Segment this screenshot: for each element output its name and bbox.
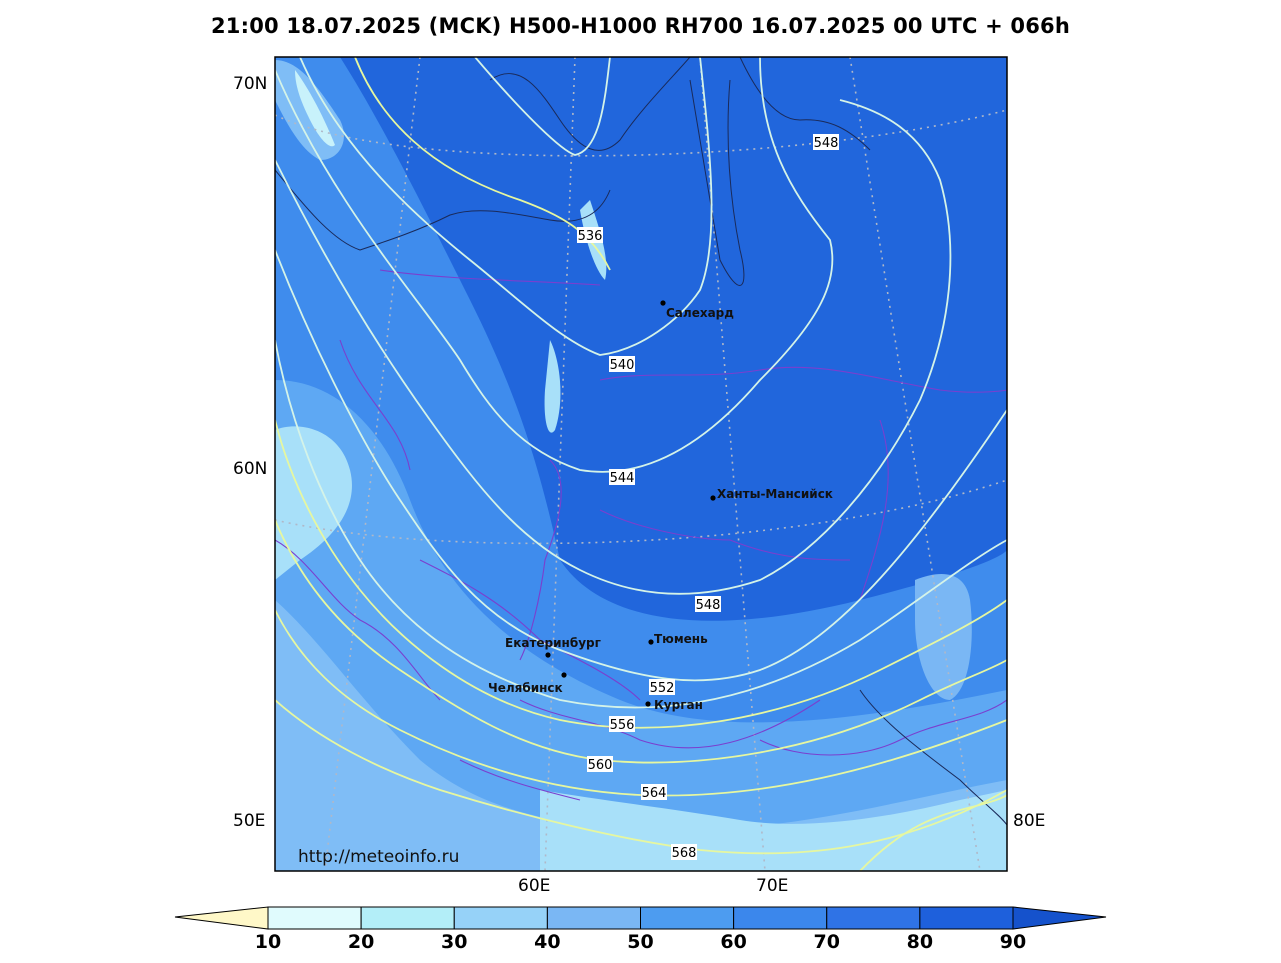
boundaries [275, 269, 1007, 801]
city-dot [660, 300, 666, 306]
colorbar-tick-label: 20 [347, 931, 375, 953]
contour-label: 544 [610, 471, 635, 486]
contour-label: 548 [696, 598, 721, 613]
coastline [275, 57, 1007, 826]
contour-label: 560 [588, 758, 613, 773]
city-label: Салехард [666, 306, 734, 320]
colorbar-segment [546, 906, 641, 930]
colorbar-tick-label: 70 [813, 931, 840, 953]
colorbar-segment [267, 906, 362, 930]
colorbar-tick-label: 80 [906, 931, 934, 953]
lon-label-60e: 60E [518, 876, 551, 896]
map-title: 21:00 18.07.2025 (MCK) H500-H1000 RH700 … [210, 14, 1071, 38]
contour-label: 548 [814, 136, 839, 151]
lon-label-70e: 70E [756, 876, 789, 896]
colorbar-tick-label: 60 [720, 931, 747, 953]
geopotential-contours [275, 57, 1007, 871]
map-frame [274, 56, 1008, 872]
contour-label: 536 [578, 229, 603, 244]
city-label: Курган [654, 698, 703, 712]
colorbar-tick-label: 30 [441, 931, 468, 953]
city-dot [545, 652, 551, 658]
city-label: Ханты-Мансийск [717, 487, 833, 501]
colorbar-segment [453, 906, 548, 930]
city-dot [710, 495, 716, 501]
contour-label: 564 [642, 786, 667, 801]
contour-label: 556 [610, 718, 635, 733]
lon-label-50e: 50E [233, 811, 266, 831]
colorbar-arrow-high [1012, 906, 1107, 930]
city-label: Челябинск [488, 681, 563, 695]
colorbar-segment [360, 906, 455, 930]
lon-label-80e: 80E [1013, 811, 1046, 831]
colorbar-segment [919, 906, 1014, 930]
colorbar-tick-label: 10 [254, 931, 282, 953]
colorbar-arrow-low [174, 906, 269, 930]
colorbar-segment [826, 906, 921, 930]
contour-labels: 536 540 544 548 548 552 556 560 564 568 [577, 134, 839, 861]
city-dot [645, 701, 651, 707]
city-label: Тюмень [654, 632, 708, 646]
city-dot [561, 672, 567, 678]
contour-label: 552 [650, 681, 675, 696]
city-label: Екатеринбург [505, 636, 601, 650]
city-dot [648, 639, 654, 645]
cities: Салехард Ханты-Мансийск Екатеринбург Тюм… [488, 300, 833, 712]
contour-label: 568 [672, 846, 697, 861]
colorbar-segment [640, 906, 735, 930]
contour-label: 540 [610, 358, 635, 373]
watermark: http://meteoinfo.ru [298, 847, 459, 867]
colorbar-tick-label: 90 [999, 931, 1027, 953]
colorbar-tick-label: 50 [627, 931, 654, 953]
colorbar-tick-label: 40 [534, 931, 561, 953]
colorbar-segment [733, 906, 828, 930]
lat-label-70n: 70N [233, 74, 268, 94]
lat-label-60n: 60N [233, 459, 268, 479]
colorbar [174, 906, 1107, 930]
